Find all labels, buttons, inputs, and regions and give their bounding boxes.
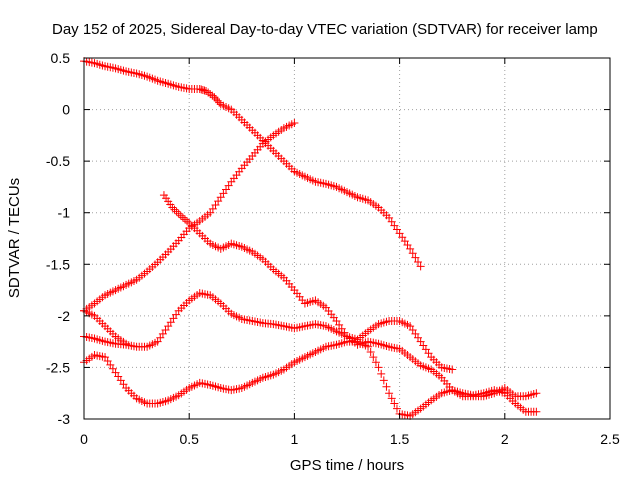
y-tick-label: -1.5 bbox=[46, 256, 70, 272]
y-tick-label: 0.5 bbox=[51, 50, 71, 66]
data-point bbox=[408, 249, 417, 258]
data-point bbox=[532, 407, 541, 416]
data-point bbox=[202, 87, 211, 96]
data-point bbox=[390, 399, 399, 408]
y-tick-label: -2.5 bbox=[46, 359, 70, 375]
data-point bbox=[204, 88, 213, 97]
data-point bbox=[392, 404, 401, 413]
chart-title: Day 152 of 2025, Sidereal Day-to-day VTE… bbox=[52, 21, 598, 38]
x-tick-label: 0 bbox=[80, 431, 88, 447]
data-point bbox=[364, 342, 373, 351]
y-tick-label: 0 bbox=[62, 102, 70, 118]
data-point bbox=[366, 347, 375, 356]
x-tick-label: 1.5 bbox=[390, 431, 410, 447]
data-point bbox=[411, 253, 420, 262]
y-tick-label: -3 bbox=[58, 411, 71, 427]
data-point bbox=[183, 217, 192, 226]
series-satellite-C bbox=[159, 191, 541, 401]
x-tick-label: 2 bbox=[501, 431, 509, 447]
data-point bbox=[414, 257, 423, 266]
data-series bbox=[80, 57, 541, 420]
y-axis-label: SDTVAR / TECUs bbox=[6, 178, 23, 298]
data-point bbox=[448, 365, 457, 374]
data-point bbox=[369, 353, 378, 362]
data-point bbox=[382, 382, 391, 391]
series-satellite-A bbox=[80, 57, 425, 271]
plot-frame bbox=[83, 57, 611, 420]
series-satellite-D bbox=[80, 289, 457, 374]
data-point bbox=[170, 205, 179, 214]
data-point bbox=[178, 213, 187, 222]
x-tick-label: 0.5 bbox=[179, 431, 199, 447]
data-point bbox=[374, 363, 383, 372]
y-tick-label: -2 bbox=[58, 308, 71, 324]
data-point bbox=[406, 244, 415, 253]
data-point bbox=[215, 98, 224, 107]
grid-lines bbox=[84, 58, 610, 419]
axis-ticks: 0 0.5 1 1.5 2 2.5 0.5 0 -0.5 -1 -1.5 -2 -2.5 -3 bbox=[46, 50, 620, 447]
data-point bbox=[416, 262, 425, 271]
x-tick-label: 1 bbox=[291, 431, 299, 447]
series-satellite-F bbox=[80, 306, 131, 348]
y-tick-label: -0.5 bbox=[46, 153, 70, 169]
data-point bbox=[371, 358, 380, 367]
data-point bbox=[172, 207, 181, 216]
data-point bbox=[122, 339, 131, 348]
data-point bbox=[377, 369, 386, 378]
data-point bbox=[180, 215, 189, 224]
data-point bbox=[387, 394, 396, 403]
data-point bbox=[385, 389, 394, 398]
data-point bbox=[208, 91, 217, 100]
data-point bbox=[174, 209, 183, 218]
data-point bbox=[290, 118, 299, 127]
data-point bbox=[379, 376, 388, 385]
series-satellite-B bbox=[80, 118, 299, 315]
x-tick-label: 2.5 bbox=[600, 431, 620, 447]
data-point bbox=[200, 86, 209, 95]
series-satellite-E bbox=[80, 337, 541, 420]
data-point bbox=[168, 203, 177, 212]
data-point bbox=[176, 211, 185, 220]
x-axis-label: GPS time / hours bbox=[290, 457, 404, 474]
data-point bbox=[206, 90, 215, 99]
data-point bbox=[532, 389, 541, 398]
y-tick-label: -1 bbox=[58, 205, 71, 221]
